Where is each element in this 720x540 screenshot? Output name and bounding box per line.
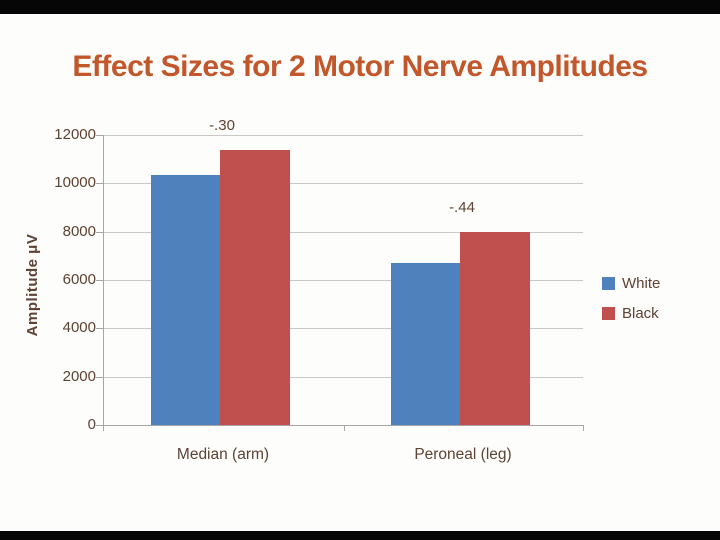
bar-white-peroneal (391, 263, 460, 425)
y-axis-line (103, 135, 104, 425)
y-axis-tick (96, 183, 103, 185)
legend-label: White (622, 275, 661, 292)
bar-black-median (220, 149, 290, 425)
bar-white-median (151, 174, 220, 425)
y-axis-tick (96, 231, 103, 233)
top-letterbox-bar (0, 0, 720, 14)
x-axis-tick (344, 425, 345, 431)
gridline (103, 231, 583, 233)
gridline (103, 280, 583, 281)
effect-size-annotation: -.44 (449, 198, 475, 216)
y-axis-tick-label: 2000 (62, 367, 96, 385)
gridline (103, 376, 583, 378)
legend-item: White (602, 276, 660, 291)
y-axis-tick-label: 12000 (54, 126, 96, 143)
y-axis-tick-label: 4000 (62, 319, 96, 337)
legend-label: Black (622, 305, 659, 322)
y-axis-tick-label: 6000 (62, 271, 96, 288)
x-axis-tick (103, 425, 104, 431)
bottom-letterbox-bar (0, 531, 720, 540)
y-axis-tick (96, 280, 103, 281)
y-axis-tick (96, 328, 103, 330)
legend: White Black (602, 276, 660, 336)
gridline (103, 328, 583, 330)
effect-size-annotation: -.30 (209, 116, 235, 134)
legend-item: Black (602, 306, 660, 321)
gridline (103, 183, 583, 185)
category-label: Median (arm) (176, 446, 270, 463)
legend-swatch-black (602, 307, 615, 320)
y-axis-tick (96, 425, 103, 426)
x-axis-tick (583, 425, 584, 431)
y-axis-tick-label: 0 (87, 416, 96, 433)
category-label: Peroneal (leg) (414, 446, 512, 463)
slide-title: Effect Sizes for 2 Motor Nerve Amplitude… (72, 50, 648, 83)
y-axis-tick (96, 135, 103, 136)
bar-black-peroneal (460, 231, 530, 425)
y-axis-tick (96, 376, 103, 378)
x-axis-line (103, 425, 584, 426)
y-axis-tick-label: 8000 (62, 222, 96, 240)
legend-swatch-white (602, 277, 615, 290)
gridline (103, 135, 583, 136)
y-axis-tick-label: 10000 (54, 174, 96, 192)
